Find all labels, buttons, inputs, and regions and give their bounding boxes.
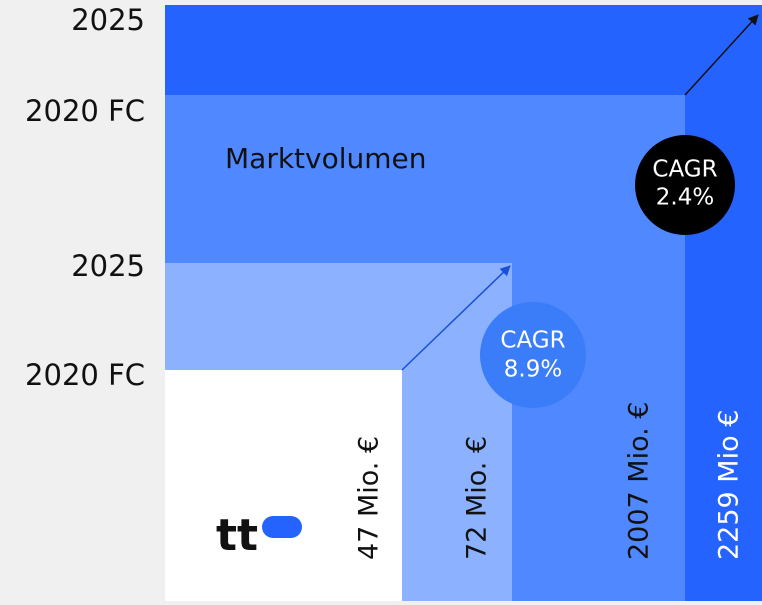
cagr-label: CAGR (500, 328, 565, 354)
cagr-label: CAGR (652, 157, 717, 183)
volume-label: 72 Mio. € (462, 436, 493, 560)
arrow (684, 14, 759, 96)
title: Marktvolumen (225, 142, 427, 175)
year-label: 2025 (71, 3, 145, 37)
volume-label: 2007 Mio. € (624, 402, 655, 560)
volume-label: 2259 Mio € (714, 410, 745, 560)
arrow (401, 265, 511, 371)
logo: tt (216, 510, 258, 561)
cagr-badge (635, 135, 735, 235)
year-label: 2020 FC (25, 358, 145, 392)
year-label: 2025 (71, 249, 145, 283)
cagr-value: 2.4% (656, 185, 714, 211)
year-label: 2020 FC (25, 94, 145, 128)
area-2020-segment (165, 370, 402, 601)
volume-label: 47 Mio. € (354, 436, 385, 560)
cagr-badge (480, 302, 586, 408)
cagr-value: 8.9% (504, 357, 562, 383)
logo-shape (262, 516, 302, 538)
